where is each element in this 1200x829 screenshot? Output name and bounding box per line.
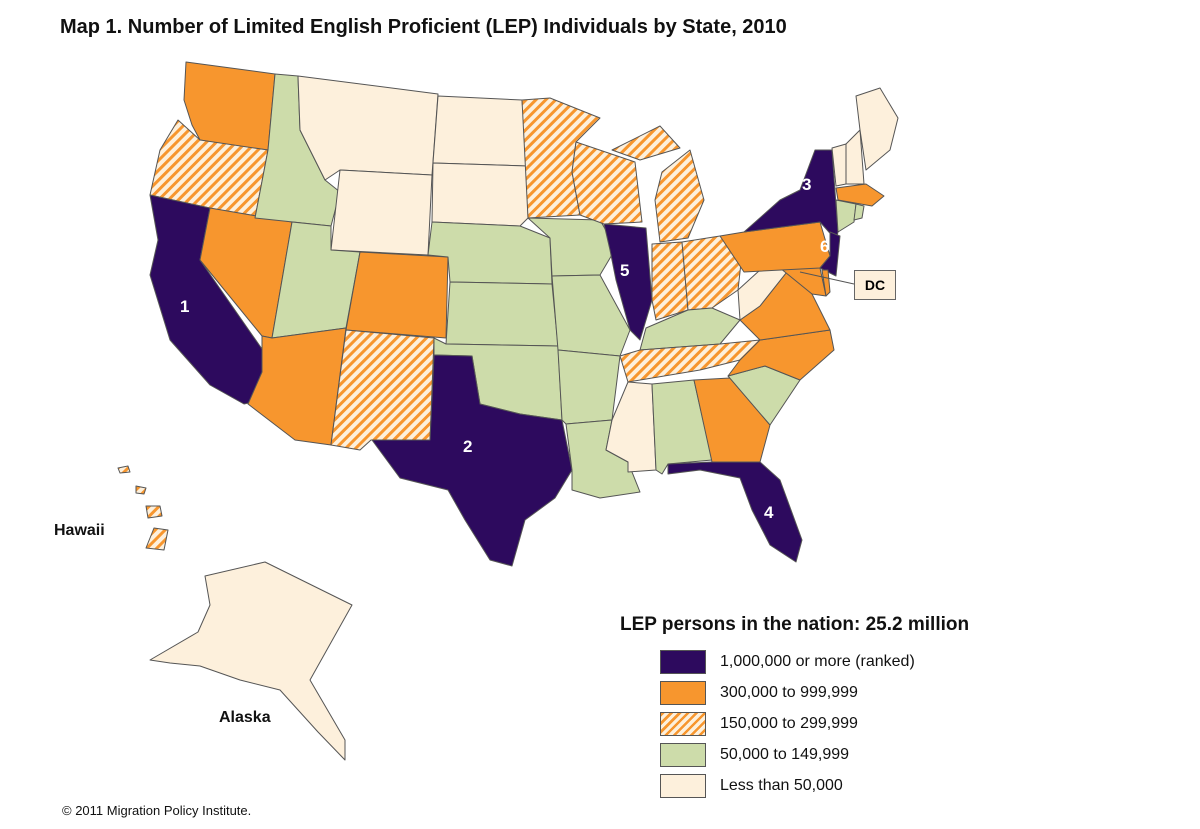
state-delaware (821, 269, 831, 297)
state-hawaii (117, 465, 169, 551)
state-illinois (603, 223, 653, 341)
rank-illinois: 5 (620, 261, 629, 280)
legend-swatch-4 (660, 742, 706, 767)
state-mississippi (605, 381, 657, 473)
legend-swatch-3 (660, 711, 706, 736)
alaska-label: Alaska (219, 709, 271, 726)
state-wyoming (330, 169, 433, 256)
state-north-dakota (432, 95, 528, 167)
rank-new-jersey: 6 (820, 237, 829, 256)
state-georgia (693, 377, 771, 463)
rank-texas: 2 (463, 437, 472, 456)
legend-label-3: 150,000 to 299,999 (720, 714, 858, 732)
state-washington (183, 61, 276, 151)
rank-new-york: 3 (802, 175, 811, 194)
state-indiana (651, 241, 689, 321)
copyright-footer: © 2011 Migration Policy Institute. (62, 803, 252, 818)
state-montana (297, 75, 439, 181)
legend-title: LEP persons in the nation: 25.2 million (620, 614, 970, 635)
state-west-virginia (737, 267, 791, 321)
legend-swatch-2 (660, 680, 706, 705)
map-title: Map 1. Number of Limited English Profici… (60, 16, 787, 38)
legend-item-4: 50,000 to 149,999 (660, 739, 969, 770)
legend-label-2: 300,000 to 999,999 (720, 683, 858, 701)
legend: LEP persons in the nation: 25.2 million … (620, 614, 969, 801)
state-connecticut (835, 199, 857, 233)
state-michigan (611, 125, 705, 243)
state-rhode-island (853, 203, 865, 221)
legend-label-4: 50,000 to 149,999 (720, 745, 850, 763)
state-arkansas (557, 349, 621, 425)
state-south-dakota (431, 162, 529, 227)
state-massachusetts (835, 183, 885, 207)
rank-florida: 4 (764, 503, 774, 522)
state-missouri (551, 274, 631, 357)
state-alaska (149, 561, 353, 761)
legend-item-1: 1,000,000 or more (ranked) (660, 646, 969, 677)
legend-item-3: 150,000 to 299,999 (660, 708, 969, 739)
hawaii-label: Hawaii (54, 522, 105, 539)
legend-swatch-1 (660, 649, 706, 674)
legend-item-2: 300,000 to 999,999 (660, 677, 969, 708)
state-new-mexico (330, 329, 435, 451)
state-texas (371, 354, 573, 567)
state-kansas (445, 281, 559, 347)
rank-california: 1 (180, 297, 189, 316)
legend-label-5: Less than 50,000 (720, 776, 843, 794)
state-maine (855, 87, 899, 171)
legend-item-5: Less than 50,000 (660, 770, 969, 801)
state-arizona (247, 327, 347, 446)
legend-swatch-5 (660, 773, 706, 798)
dc-label: DC (854, 270, 896, 300)
state-colorado (345, 251, 449, 339)
dc-leader-line (799, 271, 855, 285)
legend-label-1: 1,000,000 or more (ranked) (720, 652, 915, 670)
state-florida (667, 461, 803, 563)
